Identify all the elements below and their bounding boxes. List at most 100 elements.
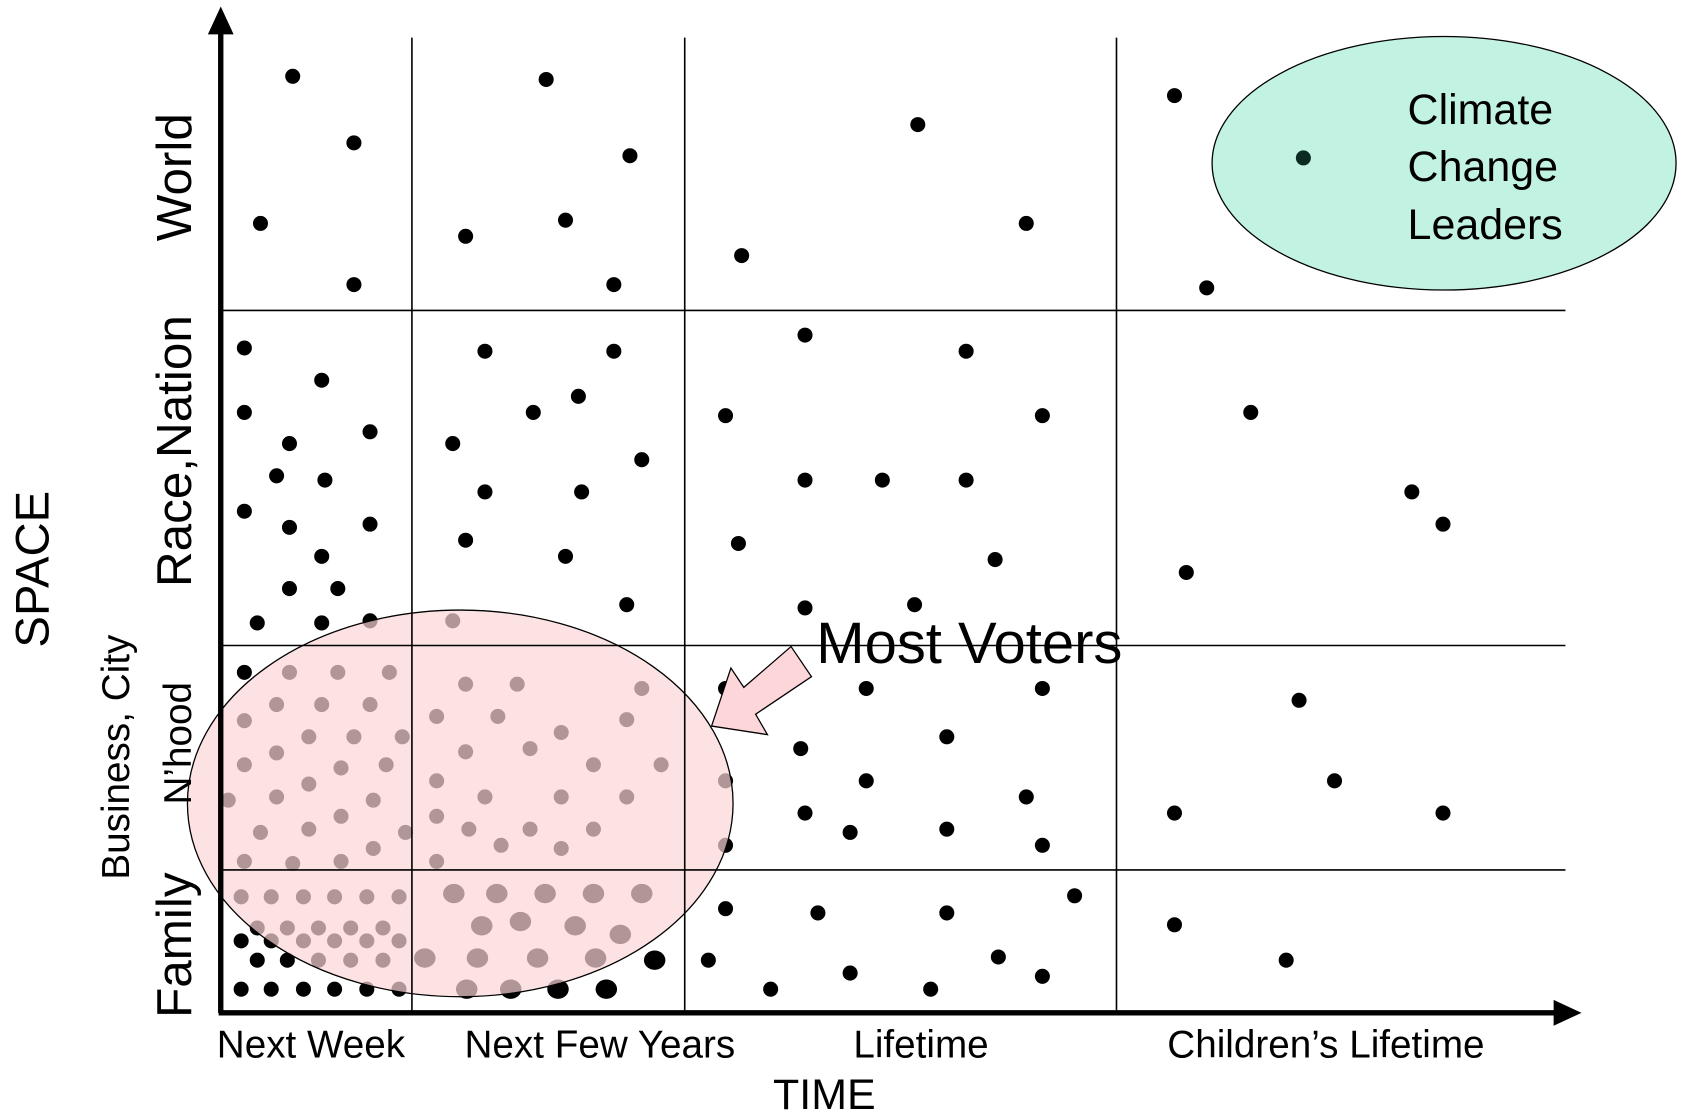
dot <box>923 981 939 997</box>
dot <box>525 404 541 420</box>
dot <box>797 472 813 488</box>
dot <box>797 600 813 616</box>
dot <box>1243 404 1259 420</box>
dot <box>295 981 311 997</box>
dot <box>793 741 809 757</box>
dot <box>263 981 279 997</box>
column-label: Next Week <box>217 1023 406 1066</box>
dot <box>700 952 716 968</box>
dot <box>233 933 249 949</box>
dot <box>252 215 269 231</box>
dot <box>314 548 330 564</box>
dot <box>269 468 285 484</box>
dot <box>734 248 750 264</box>
dot <box>557 212 574 228</box>
dot <box>958 343 974 359</box>
column-label: Next Few Years <box>465 1023 736 1066</box>
dot <box>797 327 813 343</box>
most-voters-label: Most Voters <box>816 612 1122 676</box>
dot <box>874 472 890 488</box>
dot <box>236 664 252 680</box>
dot <box>987 552 1003 568</box>
dot <box>1034 968 1050 984</box>
y-axis-label: SPACE <box>6 491 59 648</box>
dot <box>570 388 586 404</box>
dot <box>281 436 297 452</box>
x-axis-arrow <box>1553 999 1582 1026</box>
dot <box>281 519 297 535</box>
dot <box>1404 484 1420 500</box>
row-sublabel: Business, City <box>95 634 138 880</box>
dot <box>1034 408 1050 424</box>
dot <box>362 424 378 440</box>
dot <box>1166 88 1183 104</box>
dot <box>346 135 362 151</box>
row-label: N’hood <box>157 682 200 804</box>
dot <box>445 436 461 452</box>
dot <box>1435 805 1451 821</box>
dot <box>842 965 858 981</box>
dot <box>1291 692 1307 708</box>
dot <box>958 472 974 488</box>
dot <box>634 452 650 468</box>
x-axis-label: TIME <box>773 1071 876 1117</box>
dot <box>1067 888 1083 904</box>
dot <box>236 503 252 519</box>
climate-leaders-region <box>1211 35 1677 291</box>
dot <box>285 68 301 84</box>
dot <box>281 581 297 597</box>
dot <box>233 981 249 997</box>
dot <box>458 532 474 548</box>
dot <box>810 905 826 921</box>
dot <box>619 597 635 613</box>
dot <box>236 404 252 420</box>
dot <box>1435 516 1451 532</box>
dot <box>362 516 378 532</box>
dot <box>1327 773 1343 789</box>
dot <box>1034 680 1050 696</box>
dot <box>1018 789 1034 805</box>
dot <box>939 821 955 837</box>
dot <box>763 981 779 997</box>
dot <box>574 484 590 500</box>
most-voters-region <box>186 609 734 998</box>
dot <box>990 949 1006 965</box>
dot <box>249 952 265 968</box>
climate-leaders-label: Change <box>1408 143 1558 191</box>
dot <box>314 372 330 388</box>
dot <box>477 484 493 500</box>
dot <box>606 277 622 293</box>
dot <box>730 535 746 551</box>
dot <box>939 729 955 745</box>
dot <box>718 408 734 424</box>
dot <box>858 680 874 696</box>
dot <box>1178 564 1194 580</box>
dot <box>1278 952 1294 968</box>
dot <box>718 901 734 917</box>
row-label: World <box>147 113 202 241</box>
dot <box>477 343 493 359</box>
dot <box>346 277 362 293</box>
dot <box>557 548 574 564</box>
row-label: Family <box>147 872 202 1018</box>
dot <box>595 979 618 999</box>
dot <box>907 597 923 613</box>
dot <box>842 824 858 840</box>
dot <box>236 340 252 356</box>
arrow <box>710 645 813 736</box>
dot <box>622 148 638 164</box>
dot <box>1199 280 1215 296</box>
dot <box>279 952 295 968</box>
dot <box>314 615 330 631</box>
row-label: Race,Nation <box>147 315 202 587</box>
dot <box>797 805 813 821</box>
dot <box>1295 150 1311 166</box>
climate-leaders-label: Leaders <box>1408 201 1563 249</box>
dot <box>1018 215 1034 231</box>
y-axis-arrow <box>207 6 234 35</box>
climate-leaders-label: Climate <box>1408 86 1554 134</box>
dot <box>1034 837 1050 853</box>
dot <box>643 950 666 970</box>
dot <box>249 615 265 631</box>
